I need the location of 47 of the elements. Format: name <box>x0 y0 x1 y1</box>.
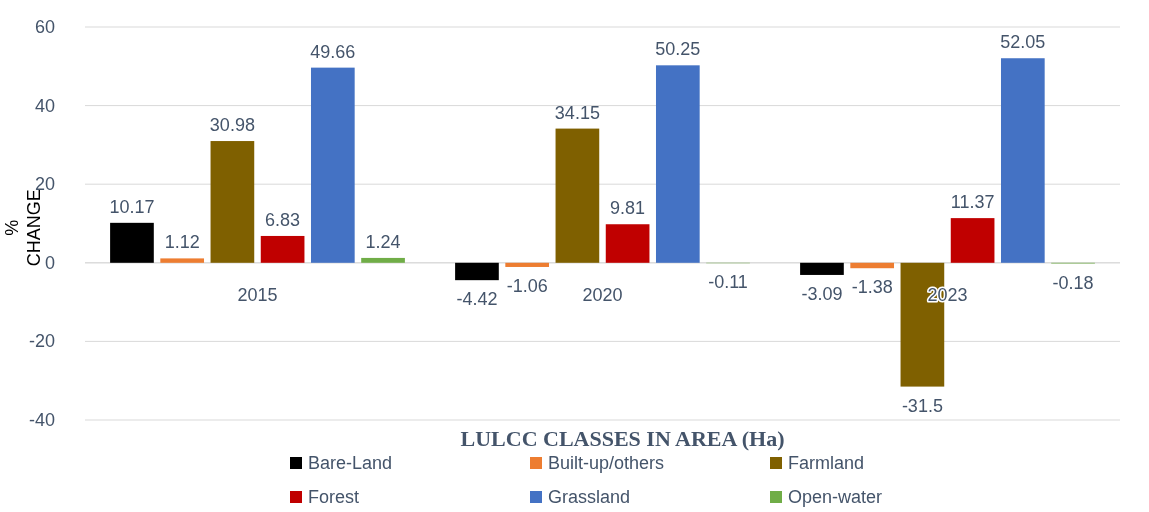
legend-label: Grassland <box>548 487 631 507</box>
data-label: 6.83 <box>265 209 301 230</box>
data-label: -4.42 <box>456 289 498 310</box>
data-label: 11.37 <box>950 192 995 213</box>
bar <box>455 262 499 281</box>
bar <box>160 258 205 263</box>
y-tick-label: -40 <box>28 410 55 430</box>
data-label: 30.98 <box>209 115 255 136</box>
x-axis-title: LULCC CLASSES IN AREA (Ha) <box>460 426 785 451</box>
bar <box>110 222 154 263</box>
bar <box>260 235 305 263</box>
bar <box>555 128 600 263</box>
y-tick-label: 0 <box>44 252 55 273</box>
data-label: -1.38 <box>851 277 893 298</box>
bar <box>505 262 550 267</box>
legend-label: Built-up/others <box>548 453 665 473</box>
data-label: 52.05 <box>1000 32 1046 53</box>
data-label: 10.17 <box>109 196 155 217</box>
bar <box>850 262 895 269</box>
data-label: -31.5 <box>901 395 943 416</box>
bar <box>950 218 995 263</box>
data-label: -1.06 <box>506 275 548 296</box>
y-tick-label: -20 <box>28 331 55 352</box>
bar <box>605 224 650 263</box>
bar <box>1000 58 1045 263</box>
bar <box>655 65 700 263</box>
data-label: 9.81 <box>610 198 646 219</box>
legend-label: Bare-Land <box>308 453 393 473</box>
data-label: 49.66 <box>310 41 356 62</box>
x-tick-label: 2015 <box>237 284 278 305</box>
bar <box>210 141 255 263</box>
data-label: 1.24 <box>365 231 401 252</box>
data-label: 34.15 <box>554 102 600 123</box>
x-tick-label: 2020 <box>582 284 623 305</box>
bar <box>361 257 405 263</box>
data-label: -0.18 <box>1052 272 1094 293</box>
legend-label: Farmland <box>788 453 865 473</box>
y-tick-label: 60 <box>34 17 55 37</box>
bar <box>310 67 355 263</box>
legend-label: Open-water <box>788 487 883 507</box>
data-label: 1.12 <box>164 232 200 253</box>
data-label: 50.25 <box>655 39 701 60</box>
bar <box>800 262 844 275</box>
y-tick-label: 40 <box>34 95 55 116</box>
data-label: -3.09 <box>801 283 843 304</box>
data-label: -0.11 <box>708 272 748 293</box>
legend-label: Forest <box>308 487 360 507</box>
